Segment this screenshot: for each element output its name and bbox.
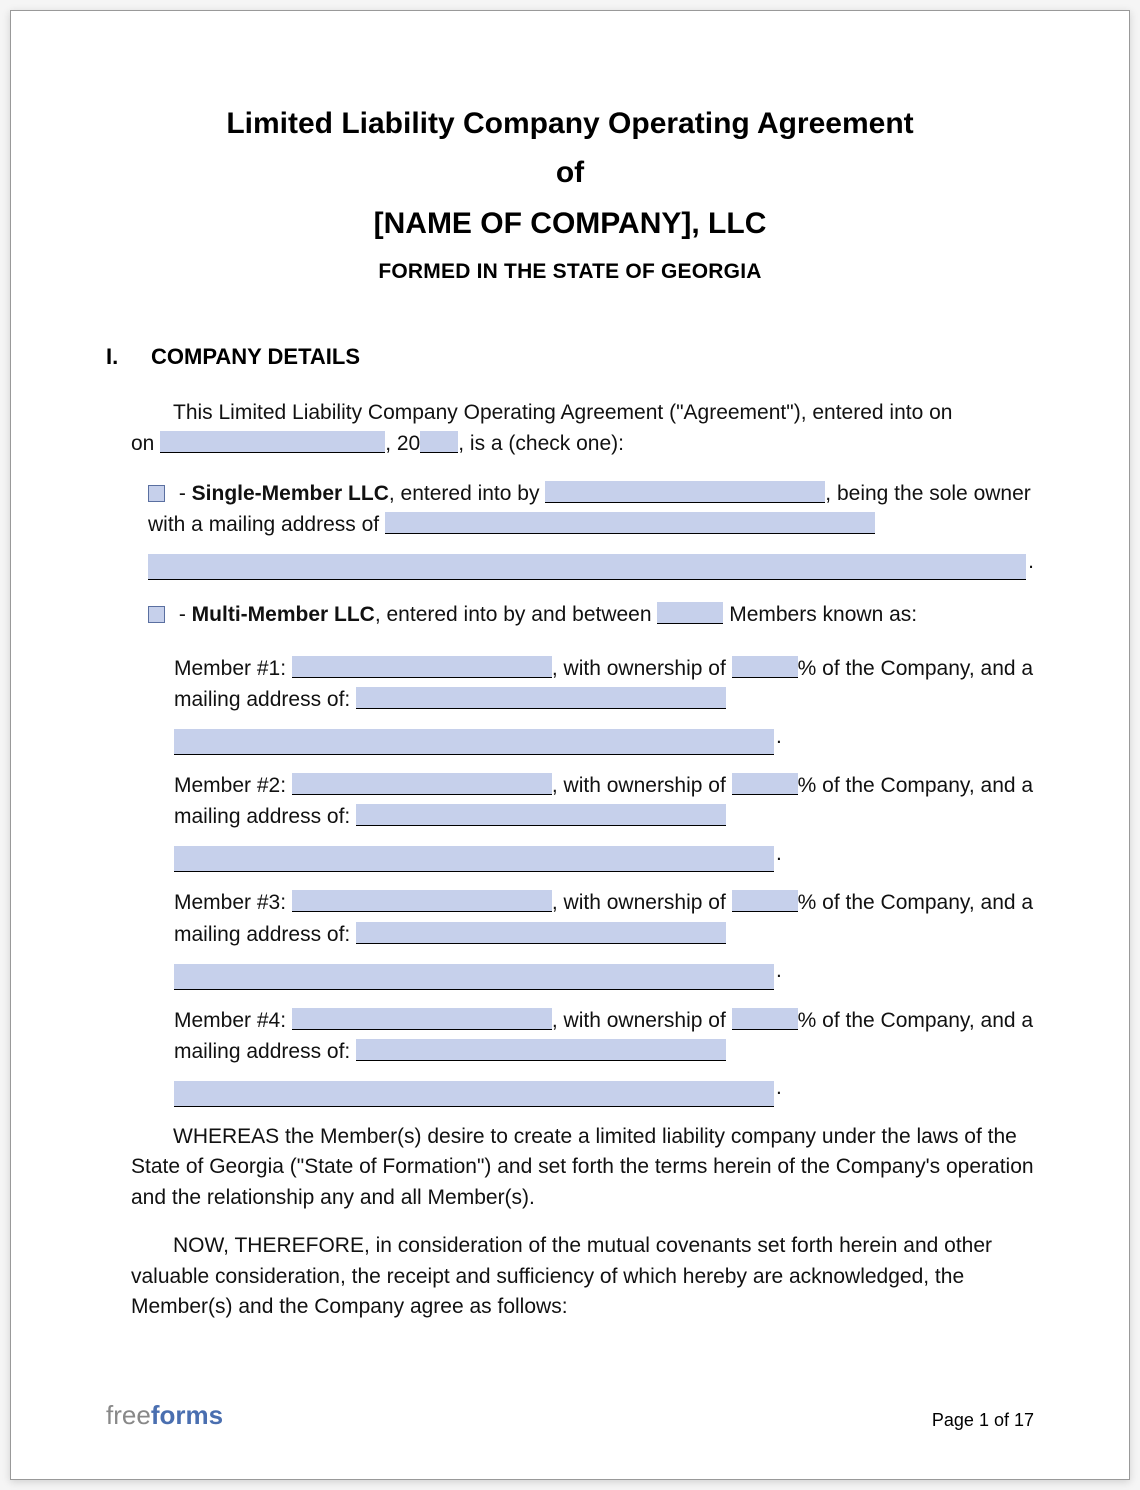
blank-year[interactable] [420, 431, 458, 453]
member-mid2: , with ownership of [552, 774, 732, 797]
title-line-2: of [206, 150, 934, 195]
section-header: I. COMPANY DETAILS [106, 344, 1034, 370]
logo-part2: forms [151, 1400, 223, 1430]
blank-member-count[interactable] [657, 602, 723, 624]
document-page: Limited Liability Company Operating Agre… [10, 10, 1130, 1480]
member-4-block: Member #4: , with ownership of % of the … [174, 1005, 1034, 1104]
dash: - [173, 603, 192, 626]
blank-member-4-addr1[interactable] [356, 1039, 726, 1061]
body-content: This Limited Liability Company Operating… [106, 398, 1034, 1323]
blank-member-4-name[interactable] [292, 1008, 552, 1030]
multi-member-option: - Multi-Member LLC, entered into by and … [148, 599, 1034, 630]
period: . [776, 722, 782, 752]
period: . [776, 839, 782, 869]
title-block: Limited Liability Company Operating Agre… [106, 101, 1034, 284]
multi-label: Multi-Member LLC [192, 603, 375, 626]
period: . [1028, 547, 1034, 577]
member-prefix: Member #4: [174, 1009, 292, 1032]
blank-single-name[interactable] [545, 481, 825, 503]
whereas-paragraph: WHEREAS the Member(s) desire to create a… [131, 1122, 1034, 1213]
intro-prefix: This Limited Liability Company Operating… [173, 401, 952, 424]
multi-text1: , entered into by and between [375, 603, 658, 626]
blank-member-2-addr1[interactable] [356, 804, 726, 826]
member-prefix: Member #3: [174, 891, 292, 914]
blank-date[interactable] [160, 431, 385, 453]
page-footer: freeforms Page 1 of 17 [106, 1400, 1034, 1431]
blank-member-1-name[interactable] [292, 656, 552, 678]
logo-part1: free [106, 1400, 151, 1430]
title-line-1: Limited Liability Company Operating Agre… [206, 101, 934, 146]
section-number: I. [106, 344, 151, 370]
title-line-4: FORMED IN THE STATE OF GEORGIA [206, 260, 934, 284]
member-prefix: Member #2: [174, 774, 292, 797]
blank-member-1-addr1[interactable] [356, 687, 726, 709]
checkbox-single[interactable] [148, 485, 165, 502]
section-title: COMPANY DETAILS [151, 344, 360, 370]
blank-member-4-pct[interactable] [732, 1008, 798, 1030]
blank-member-3-addr1[interactable] [356, 922, 726, 944]
now-therefore-paragraph: NOW, THEREFORE, in consideration of the … [131, 1231, 1034, 1322]
blank-member-2-addr2[interactable] [174, 846, 774, 872]
blank-member-3-addr2[interactable] [174, 964, 774, 990]
blank-member-3-name[interactable] [292, 890, 552, 912]
single-label: Single-Member LLC [192, 482, 389, 505]
page-number: Page 1 of 17 [932, 1410, 1034, 1431]
blank-member-1-addr2[interactable] [174, 729, 774, 755]
checkbox-multi[interactable] [148, 606, 165, 623]
blank-member-2-pct[interactable] [732, 773, 798, 795]
period: . [776, 1073, 782, 1103]
blank-single-addr1[interactable] [385, 512, 875, 534]
blank-member-1-pct[interactable] [732, 656, 798, 678]
intro-mid1: , 20 [385, 432, 420, 455]
blank-member-2-name[interactable] [292, 773, 552, 795]
member-1-block: Member #1: , with ownership of % of the … [174, 653, 1034, 752]
member-2-block: Member #2: , with ownership of % of the … [174, 770, 1034, 869]
member-mid2: , with ownership of [552, 1009, 732, 1032]
blank-member-4-addr2[interactable] [174, 1081, 774, 1107]
single-member-option: - Single-Member LLC, entered into by , b… [148, 478, 1034, 577]
period: . [776, 956, 782, 986]
intro-paragraph: This Limited Liability Company Operating… [131, 398, 1034, 460]
member-prefix: Member #1: [174, 657, 292, 680]
member-mid2: , with ownership of [552, 657, 732, 680]
member-mid2: , with ownership of [552, 891, 732, 914]
title-line-3: [NAME OF COMPANY], LLC [206, 201, 934, 246]
single-text1: , entered into by [389, 482, 545, 505]
member-3-block: Member #3: , with ownership of % of the … [174, 887, 1034, 986]
logo: freeforms [106, 1400, 223, 1431]
multi-text2: Members known as: [723, 603, 917, 626]
blank-member-3-pct[interactable] [732, 890, 798, 912]
blank-single-addr2[interactable] [148, 554, 1026, 580]
dash: - [173, 482, 192, 505]
intro-mid2: , is a (check one): [458, 432, 624, 455]
